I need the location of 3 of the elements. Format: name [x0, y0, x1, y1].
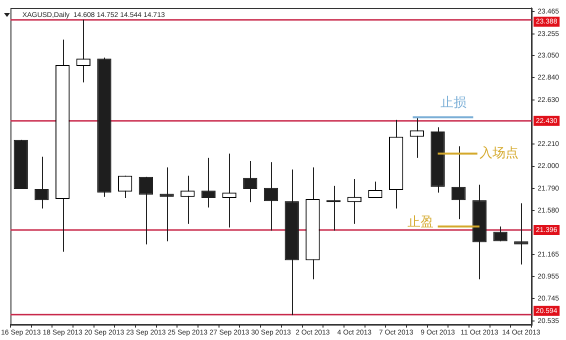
annotation: 止损 [440, 94, 466, 110]
annotation: 止盈 [408, 214, 434, 229]
annotation: 入场点 [479, 145, 518, 160]
